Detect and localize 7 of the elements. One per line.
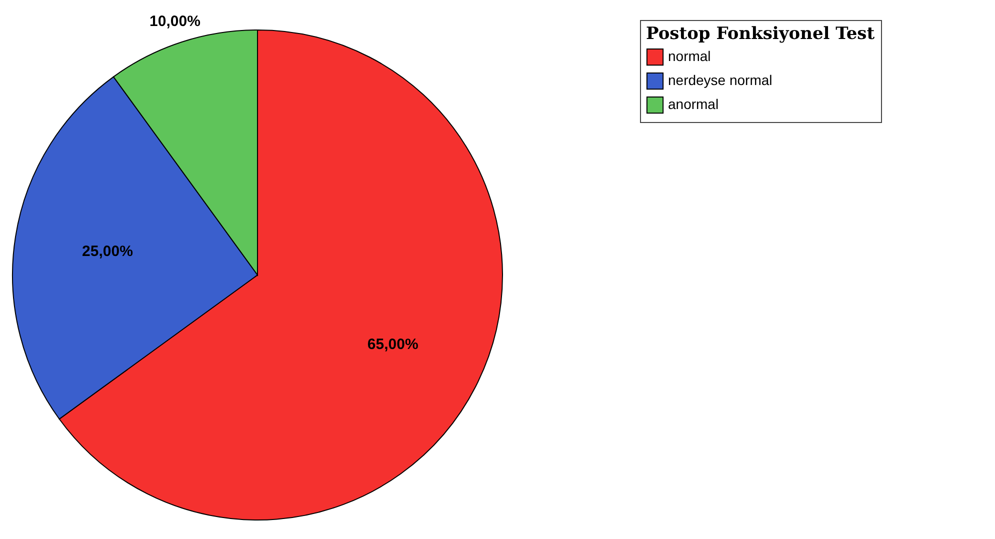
legend-label: anormal [668,96,719,112]
data-label: 10,00% [150,13,200,30]
data-label: 25,00% [82,243,133,260]
legend-label: normal [668,48,711,64]
legend-title: Postop Fonksiyonel Test [646,24,875,44]
data-label: 65,00% [367,336,418,353]
legend-label: nerdeyse normal [668,72,772,88]
